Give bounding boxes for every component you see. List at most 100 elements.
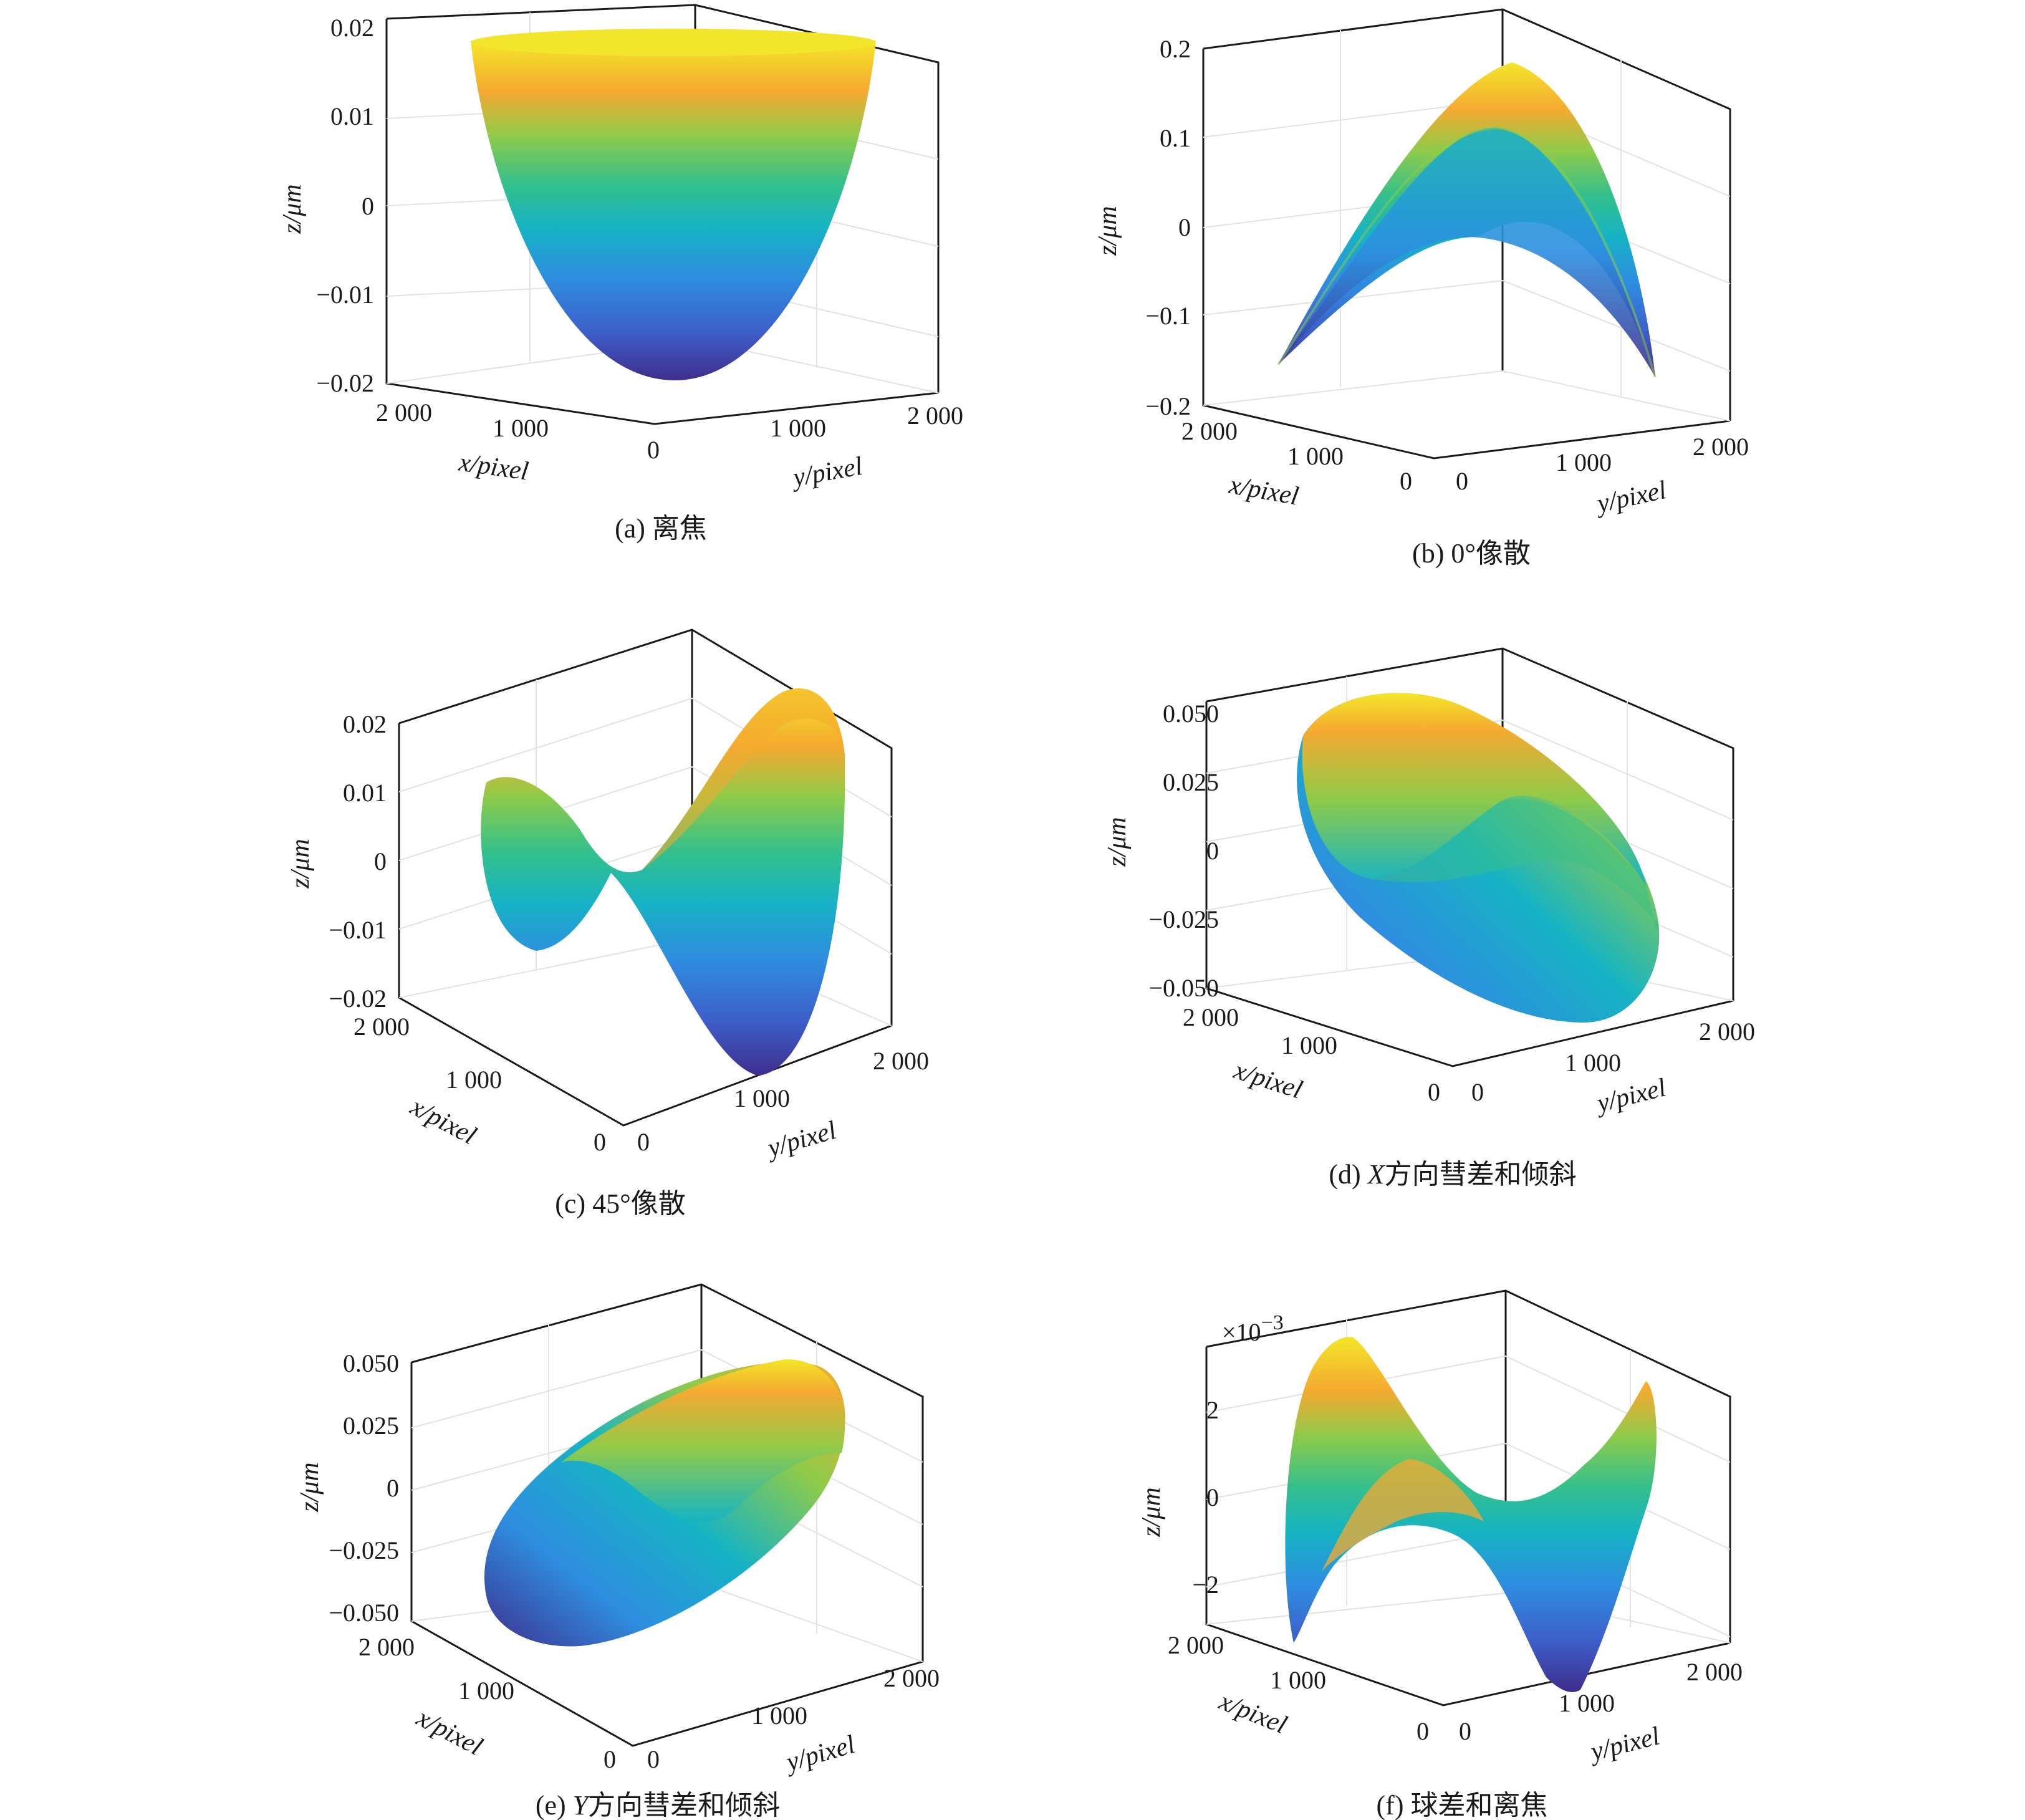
panel-a-xlabel: x/pixel bbox=[456, 448, 530, 486]
panel-b-surface-front-lobe bbox=[1278, 127, 1655, 377]
panel-c-caption: (c) 45°像散 bbox=[555, 1188, 685, 1219]
panel-e-xlabel: x/pixel bbox=[411, 1703, 487, 1761]
panel-e-zlabel: z/μm bbox=[296, 1462, 324, 1512]
panel-c-ztick-2: 0 bbox=[374, 847, 387, 875]
panel-b: 0.2 0.1 0 −0.1 −0.2 z/μm 2 000 1 000 0 0… bbox=[1094, 8, 1749, 569]
panel-c-ytick-1: 1 000 bbox=[734, 1084, 790, 1112]
panel-e-ztick-0: 0.050 bbox=[343, 1349, 399, 1377]
panel-e-surface-upper bbox=[561, 1359, 845, 1522]
panel-d-ztick-4: −0.050 bbox=[1148, 974, 1219, 1002]
panel-f-zlabel: z/μm bbox=[1137, 1487, 1166, 1537]
panel-f-ztick-0: 2 bbox=[1206, 1396, 1219, 1424]
panel-d-ztick-0: 0.050 bbox=[1163, 700, 1219, 728]
panel-d-ztick-1: 0.025 bbox=[1163, 768, 1219, 796]
panel-d-ytick-0: 0 bbox=[1471, 1078, 1484, 1106]
panel-d-xtick-0: 2 000 bbox=[1183, 1003, 1239, 1031]
panel-f: ×10−3 2 0 −2 z/μm 2 000 1 000 0 0 1 000 … bbox=[1137, 1289, 1743, 1820]
panel-f-ytick-1: 1 000 bbox=[1559, 1689, 1615, 1717]
panel-b-surface-ridge bbox=[1277, 126, 1657, 378]
panel-f-multiplier-base: ×10 bbox=[1222, 1318, 1261, 1346]
panel-d-surface-upper bbox=[1302, 693, 1646, 885]
panel-e-caption-var: Y bbox=[573, 1790, 591, 1820]
panel-f-ytick-2: 2 000 bbox=[1686, 1658, 1743, 1686]
panel-e-caption-rest: 方向彗差和倾斜 bbox=[588, 1790, 780, 1820]
panel-f-multiplier-exp: −3 bbox=[1261, 1311, 1284, 1334]
panel-a-ztick-3: −0.01 bbox=[316, 281, 374, 309]
panel-a-surface-rim bbox=[471, 29, 876, 56]
panel-a-zlabel: z/μm bbox=[278, 184, 307, 234]
panel-c-xtick-2: 0 bbox=[594, 1128, 606, 1156]
panel-d-xtick-1: 1 000 bbox=[1281, 1031, 1337, 1059]
panel-d-ztick-2: 0 bbox=[1206, 837, 1219, 865]
panel-e-ylabel: y/pixel bbox=[781, 1730, 858, 1778]
panel-c-ytick-0: 0 bbox=[637, 1128, 650, 1156]
panel-c-xtick-1: 1 000 bbox=[446, 1066, 502, 1094]
panel-b-zlabel: z/μm bbox=[1094, 206, 1122, 256]
panel-e-xtick-0: 2 000 bbox=[358, 1633, 415, 1661]
panel-e-ztick-1: 0.025 bbox=[343, 1412, 399, 1440]
panel-b-ztick-1: 0.1 bbox=[1160, 124, 1191, 152]
panel-e-ztick-3: −0.025 bbox=[329, 1536, 399, 1564]
panel-e-xtick-2: 0 bbox=[604, 1745, 616, 1773]
panel-f-ztick-2: −2 bbox=[1192, 1571, 1219, 1599]
panel-d-ztick-3: −0.025 bbox=[1148, 905, 1219, 933]
panel-d-xtick-2: 0 bbox=[1428, 1078, 1440, 1106]
panel-c-xtick-0: 2 000 bbox=[354, 1013, 410, 1041]
panel-b-ytick-2: 2 000 bbox=[1693, 433, 1749, 461]
panel-f-caption: (f) 球差和离焦 bbox=[1377, 1790, 1548, 1820]
panel-d: 0.050 0.025 0 −0.025 −0.050 z/μm 2 000 1… bbox=[1103, 647, 1755, 1190]
panel-d-caption-prefix: (d) bbox=[1329, 1159, 1367, 1190]
panel-a-z-ticks: 0.02 0.01 0 −0.01 −0.02 bbox=[316, 14, 374, 397]
panel-b-xtick-2: 0 bbox=[1400, 467, 1412, 495]
panel-e-ytick-2: 2 000 bbox=[883, 1664, 940, 1692]
panel-d-surface-fold bbox=[1372, 799, 1658, 932]
panel-b-ztick-4: −0.2 bbox=[1145, 392, 1191, 420]
panel-a-xtick-0: 2 000 bbox=[376, 398, 432, 426]
panel-c-ztick-3: −0.01 bbox=[329, 916, 387, 944]
panel-d-box bbox=[1205, 647, 1734, 1067]
panel-a-caption: (a) 离焦 bbox=[615, 513, 707, 544]
panel-f-surface-inner-ridge bbox=[1322, 1459, 1484, 1571]
panel-e-ztick-4: −0.050 bbox=[329, 1599, 399, 1627]
panel-d-zlabel: z/μm bbox=[1103, 817, 1132, 867]
panel-d-ytick-1: 1 000 bbox=[1565, 1049, 1621, 1077]
panel-d-caption-rest: 方向彗差和倾斜 bbox=[1385, 1159, 1577, 1190]
panel-c-xlabel: x/pixel bbox=[405, 1092, 481, 1150]
panel-a: 0.02 0.01 0 −0.01 −0.02 z/μm 2 000 1 000… bbox=[278, 4, 963, 544]
panel-c-ylabel: y/pixel bbox=[762, 1116, 839, 1163]
panel-b-xlabel: x/pixel bbox=[1226, 471, 1301, 511]
panel-e: 0.050 0.025 0 −0.025 −0.050 z/μm 2 000 1… bbox=[296, 1283, 940, 1820]
panel-e-ytick-1: 1 000 bbox=[751, 1702, 807, 1730]
panel-c-surface-highlight bbox=[642, 688, 845, 870]
panel-a-ytick-1: 1 000 bbox=[770, 414, 826, 442]
panel-c-ztick-0: 0.02 bbox=[343, 710, 387, 738]
panel-c: 0.02 0.01 0 −0.01 −0.02 z/μm 2 000 1 000… bbox=[286, 628, 929, 1219]
panel-a-ytick-2: 2 000 bbox=[907, 402, 963, 430]
panel-f-xtick-1: 1 000 bbox=[1270, 1666, 1326, 1694]
panel-b-ztick-3: −0.1 bbox=[1145, 302, 1191, 330]
panel-a-ztick-4: −0.02 bbox=[316, 369, 374, 397]
panel-a-surface-defocus bbox=[471, 41, 876, 380]
panel-d-ytick-2: 2 000 bbox=[1699, 1018, 1755, 1046]
panel-f-multiplier: ×10−3 bbox=[1222, 1311, 1284, 1346]
panel-f-ytick-0: 0 bbox=[1459, 1717, 1471, 1745]
panel-c-ztick-1: 0.01 bbox=[343, 779, 387, 807]
panel-b-ytick-1: 1 000 bbox=[1556, 448, 1612, 476]
panel-f-ylabel: y/pixel bbox=[1585, 1722, 1663, 1768]
panel-f-xtick-0: 2 000 bbox=[1168, 1631, 1224, 1659]
panel-b-ztick-2: 0 bbox=[1178, 213, 1191, 241]
panel-e-caption-prefix: (e) bbox=[536, 1790, 573, 1820]
panel-a-ztick-1: 0.01 bbox=[330, 102, 374, 130]
panel-d-xlabel: x/pixel bbox=[1230, 1056, 1306, 1105]
panel-f-xtick-2: 0 bbox=[1417, 1717, 1429, 1745]
panel-c-ztick-4: −0.02 bbox=[329, 985, 387, 1013]
panel-b-ylabel: y/pixel bbox=[1592, 476, 1669, 519]
panel-b-xtick-1: 1 000 bbox=[1287, 442, 1344, 470]
panel-a-ztick-2: 0 bbox=[362, 192, 374, 220]
panel-a-xtick-2: 0 bbox=[647, 436, 660, 464]
panel-d-ylabel: y/pixel bbox=[1592, 1074, 1669, 1119]
panel-e-xtick-1: 1 000 bbox=[458, 1677, 514, 1705]
panel-f-xlabel: x/pixel bbox=[1215, 1687, 1291, 1740]
panel-b-caption: (b) 0°像散 bbox=[1412, 538, 1531, 569]
